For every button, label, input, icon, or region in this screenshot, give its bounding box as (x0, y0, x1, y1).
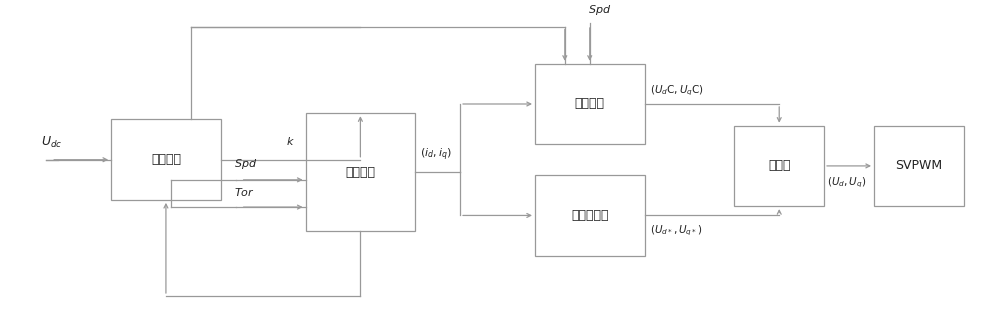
Text: 加法器: 加法器 (768, 160, 790, 172)
Bar (535, 64, 645, 144)
Text: $Spd$: $Spd$ (588, 3, 611, 17)
Text: $Spd$: $Spd$ (234, 157, 257, 171)
Text: $U_{dc}$: $U_{dc}$ (41, 135, 63, 150)
Bar (734, 126, 824, 206)
Bar (306, 113, 415, 231)
Text: $k$: $k$ (286, 135, 295, 147)
Text: $(U_d\mathrm{C},U_q\mathrm{C})$: $(U_d\mathrm{C},U_q\mathrm{C})$ (650, 83, 704, 98)
Text: 电压前馈: 电压前馈 (575, 98, 605, 110)
Text: 电流调节器: 电流调节器 (571, 209, 609, 222)
Text: $(U_d,U_q)$: $(U_d,U_q)$ (827, 175, 867, 189)
Text: SVPWM: SVPWM (895, 160, 942, 172)
Text: 电流查表: 电流查表 (345, 166, 375, 179)
Text: $(i_{d},i_{q})$: $(i_{d},i_{q})$ (420, 146, 452, 163)
Text: 电压闭环: 电压闭环 (151, 153, 181, 166)
Text: $(U_{d*},U_{q*})$: $(U_{d*},U_{q*})$ (650, 223, 702, 238)
Bar (874, 126, 964, 206)
Text: $Tor$: $Tor$ (234, 186, 254, 198)
Bar (111, 120, 221, 200)
Bar (535, 175, 645, 256)
